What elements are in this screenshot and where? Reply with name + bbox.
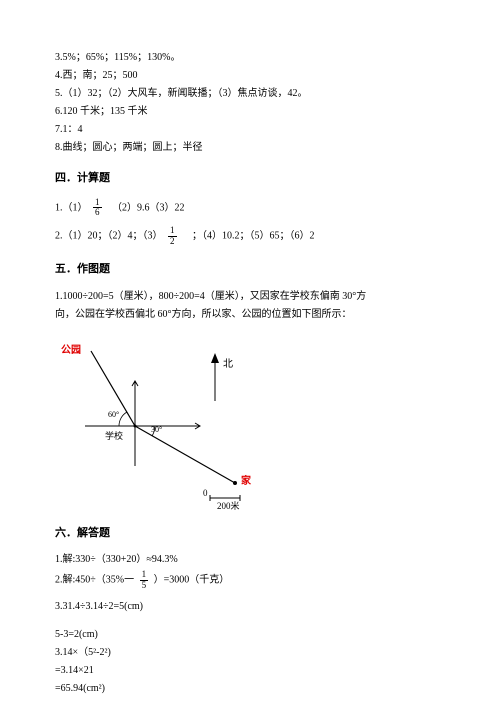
s6p2-prefix: 2.解:450÷（35%一 (55, 575, 134, 586)
ans-5: 5.（1）32；（2）大风车，新闻联播；（3）焦点访谈，42。 (55, 86, 445, 102)
s6-l1: 1.解:330÷（330+20）≈94.3% (55, 552, 445, 568)
s4p2-prefix: 2.（1）20；（2）4；（3） (55, 231, 163, 242)
s6-l7: =65.94(cm²) (55, 681, 445, 697)
home-label: 家 (241, 474, 251, 490)
ans-6: 6.120 千米；135 千米 (55, 104, 445, 120)
angle-30: 30° (151, 424, 162, 437)
direction-diagram: 公园 家 学校 北 60° 30° 0 200米 (55, 331, 295, 511)
s4-problem-1: 1.（1） 1 6 （2）9.6（3）22 (55, 198, 445, 219)
ans-7: 7.1：4 (55, 122, 445, 138)
fraction-1-2: 1 2 (168, 226, 177, 247)
s5-text-l2: 向，公园在学校西偏北 60°方向，所以家、公园的位置如下图所示： (55, 307, 445, 323)
frac-den: 6 (93, 208, 102, 218)
section-4-title: 四．计算题 (55, 170, 445, 188)
park-label: 公园 (61, 343, 81, 359)
scale-zero: 0 (203, 486, 208, 500)
top-answers: 3.5%；65%；115%；130%。 4.西；南；25；500 5.（1）32… (55, 50, 445, 156)
s4-problem-2: 2.（1）20；（2）4；（3） 1 2 ；（4）10.2；（5）65；（6）2 (55, 226, 445, 247)
s6p2-suffix: ）=3000（千克） (154, 575, 230, 586)
s4p1-suffix: （2）9.6（3）22 (107, 202, 185, 213)
s4p2-suffix: ；（4）10.2；（5）65；（6）2 (182, 231, 315, 242)
s6-l3: 3.31.4÷3.14÷2=5(cm) (55, 599, 445, 615)
fraction-1-5: 1 5 (140, 570, 149, 591)
frac-den: 2 (168, 237, 177, 247)
s6-l6: =3.14×21 (55, 663, 445, 679)
ans-8: 8.曲线；圆心；两端；圆上；半径 (55, 140, 445, 156)
s6-l5: 3.14×（5²-2²) (55, 645, 445, 661)
frac-den: 5 (140, 581, 149, 591)
diagram-svg (55, 331, 295, 511)
school-label: 学校 (105, 429, 123, 443)
fraction-1-6: 1 6 (93, 198, 102, 219)
spacer (55, 617, 445, 625)
section-6-title: 六．解答题 (55, 525, 445, 543)
s4p1-prefix: 1.（1） (55, 202, 88, 213)
ans-3: 3.5%；65%；115%；130%。 (55, 50, 445, 66)
s5-text-l1: 1.1000÷200=5（厘米），800÷200=4（厘米），又因家在学校东偏南… (55, 289, 445, 305)
section-5-title: 五．作图题 (55, 261, 445, 279)
scale-label: 200米 (217, 499, 240, 513)
ans-4: 4.西；南；25；500 (55, 68, 445, 84)
angle-60: 60° (108, 409, 119, 422)
north-label: 北 (223, 357, 233, 373)
s6-problem-2: 2.解:450÷（35%一 1 5 ）=3000（千克） (55, 570, 445, 591)
s6-l4: 5-3=2(cm) (55, 627, 445, 643)
